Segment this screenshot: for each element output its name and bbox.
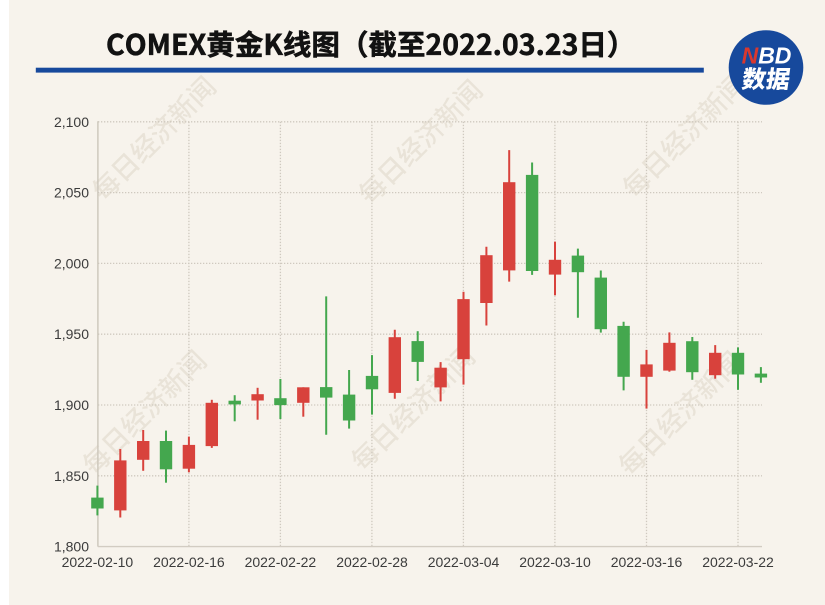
svg-text:2022-03-16: 2022-03-16 <box>611 554 683 570</box>
svg-text:2022-03-10: 2022-03-10 <box>519 554 591 570</box>
svg-text:2022-02-22: 2022-02-22 <box>245 554 317 570</box>
svg-text:1,800: 1,800 <box>54 539 89 555</box>
svg-text:2,100: 2,100 <box>54 114 89 130</box>
svg-text:NBD: NBD <box>742 42 792 68</box>
svg-text:2022-03-04: 2022-03-04 <box>428 554 500 570</box>
svg-text:2,000: 2,000 <box>54 255 89 271</box>
svg-text:1,950: 1,950 <box>54 326 89 342</box>
svg-text:2022-02-28: 2022-02-28 <box>336 554 408 570</box>
svg-text:2022-03-22: 2022-03-22 <box>702 554 774 570</box>
svg-text:2022-02-10: 2022-02-10 <box>62 554 134 570</box>
svg-text:2022-02-16: 2022-02-16 <box>153 554 225 570</box>
svg-text:1,900: 1,900 <box>54 397 89 413</box>
svg-text:2,050: 2,050 <box>54 185 89 201</box>
svg-text:1,850: 1,850 <box>54 468 89 484</box>
